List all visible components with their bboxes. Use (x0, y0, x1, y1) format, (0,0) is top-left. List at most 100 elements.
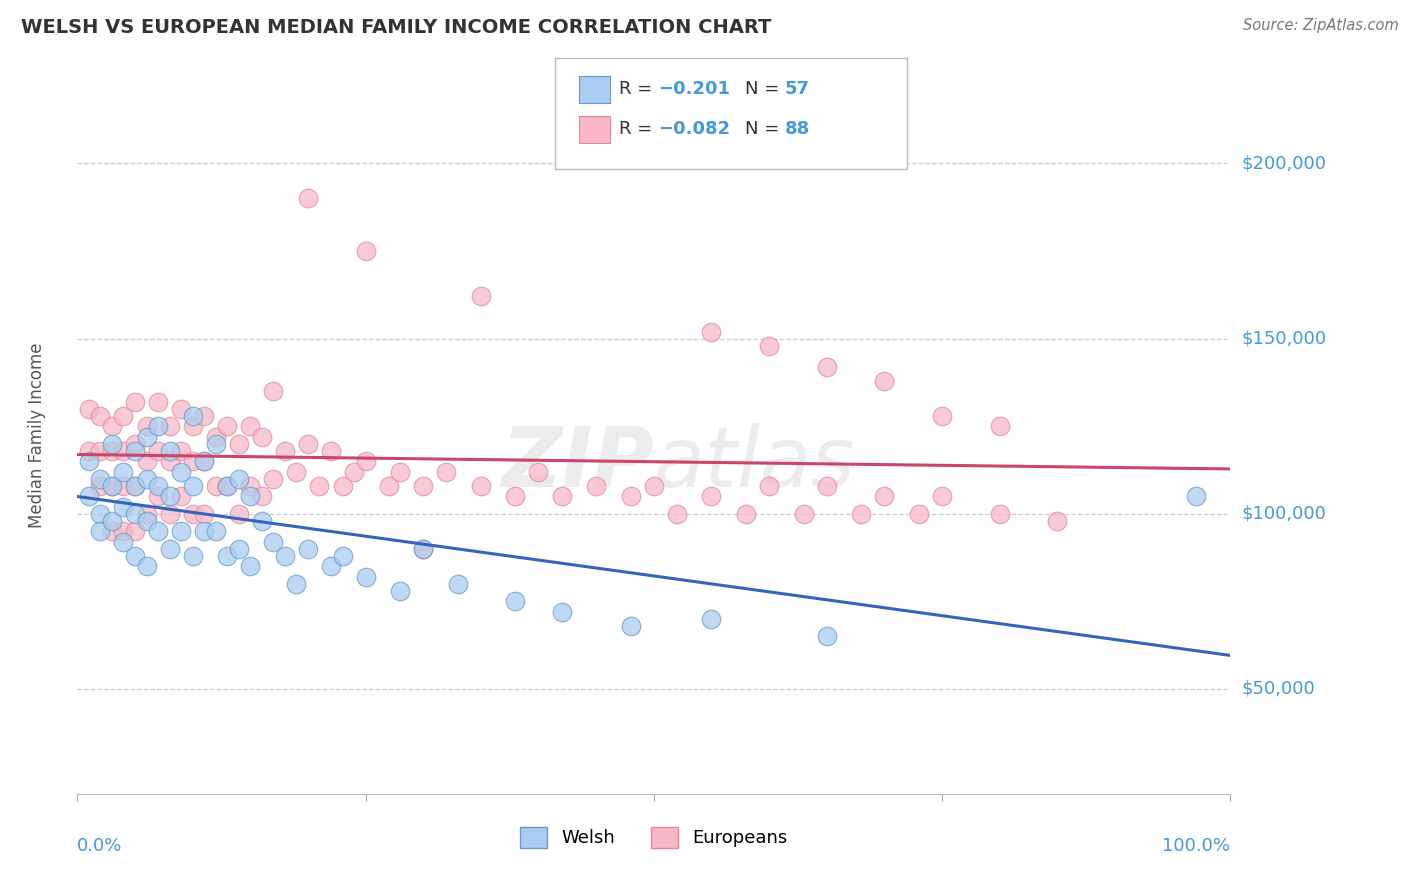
Point (389, 465, 412, 479)
Point (170, 443, 193, 458)
Point (146, 524, 169, 538)
Point (285, 465, 308, 479)
Point (332, 549, 354, 563)
Point (470, 289, 492, 303)
Point (89, 478, 111, 492)
Point (135, 454, 157, 468)
Point (239, 478, 262, 492)
Point (89, 507, 111, 521)
Point (112, 524, 135, 538)
Point (204, 429, 226, 443)
Point (665, 507, 688, 521)
Point (274, 549, 297, 563)
Point (354, 570, 377, 584)
Point (124, 524, 146, 538)
Text: Source: ZipAtlas.com: Source: ZipAtlas.com (1243, 18, 1399, 33)
Point (101, 524, 124, 538)
Text: −0.082: −0.082 (658, 120, 730, 138)
Point (124, 436, 146, 450)
Point (77, 489, 100, 503)
Point (135, 507, 157, 521)
Point (228, 507, 250, 521)
Point (908, 507, 931, 521)
Point (193, 507, 215, 521)
Point (204, 436, 226, 450)
Point (988, 507, 1011, 521)
Point (931, 489, 953, 503)
Point (135, 559, 157, 574)
Text: $200,000: $200,000 (1241, 154, 1326, 172)
Point (146, 443, 169, 458)
Text: 57: 57 (785, 80, 810, 98)
Point (124, 478, 146, 492)
Point (159, 419, 181, 434)
Point (204, 524, 226, 538)
Point (135, 472, 157, 486)
Point (146, 394, 169, 409)
Text: WELSH VS EUROPEAN MEDIAN FAMILY INCOME CORRELATION CHART: WELSH VS EUROPEAN MEDIAN FAMILY INCOME C… (21, 18, 772, 37)
Point (377, 478, 399, 492)
Point (124, 549, 146, 563)
Point (124, 443, 146, 458)
Point (931, 409, 953, 423)
Point (332, 478, 354, 492)
Point (758, 478, 780, 492)
Point (228, 436, 250, 450)
Point (620, 489, 643, 503)
Text: ZIP: ZIP (501, 423, 654, 504)
Point (193, 454, 215, 468)
Text: N =: N = (745, 120, 785, 138)
Point (412, 541, 434, 556)
Point (815, 629, 838, 643)
Point (101, 478, 124, 492)
Point (527, 465, 550, 479)
Point (470, 478, 492, 492)
Point (181, 478, 204, 492)
Point (146, 478, 169, 492)
Point (89, 443, 111, 458)
Point (250, 429, 273, 443)
Point (101, 419, 124, 434)
Point (77, 454, 100, 468)
Point (112, 465, 135, 479)
Text: 0.0%: 0.0% (77, 837, 122, 855)
Point (643, 478, 665, 492)
Legend: Welsh, Europeans: Welsh, Europeans (510, 818, 797, 856)
Point (700, 612, 723, 626)
Point (77, 443, 100, 458)
Point (793, 507, 815, 521)
Point (193, 524, 215, 538)
Point (124, 478, 146, 492)
Point (434, 465, 457, 479)
Point (89, 472, 111, 486)
Point (159, 489, 181, 503)
Point (297, 191, 319, 205)
Point (204, 478, 226, 492)
Point (505, 489, 527, 503)
Point (146, 419, 169, 434)
Point (181, 507, 204, 521)
Text: atlas: atlas (654, 423, 855, 504)
Point (135, 419, 157, 434)
Point (262, 472, 284, 486)
Point (239, 419, 262, 434)
Point (250, 489, 273, 503)
Point (193, 409, 215, 423)
Point (228, 472, 250, 486)
Text: R =: R = (619, 80, 658, 98)
Point (262, 384, 284, 398)
Point (228, 541, 250, 556)
Point (412, 478, 434, 492)
Point (354, 454, 377, 468)
Point (112, 409, 135, 423)
Text: $150,000: $150,000 (1241, 329, 1326, 348)
Point (815, 359, 838, 374)
Point (319, 559, 342, 574)
Point (389, 583, 412, 598)
Point (758, 338, 780, 352)
Text: R =: R = (619, 120, 658, 138)
Point (112, 500, 135, 514)
Point (159, 454, 181, 468)
Text: Median Family Income: Median Family Income (28, 343, 46, 527)
Point (170, 465, 193, 479)
